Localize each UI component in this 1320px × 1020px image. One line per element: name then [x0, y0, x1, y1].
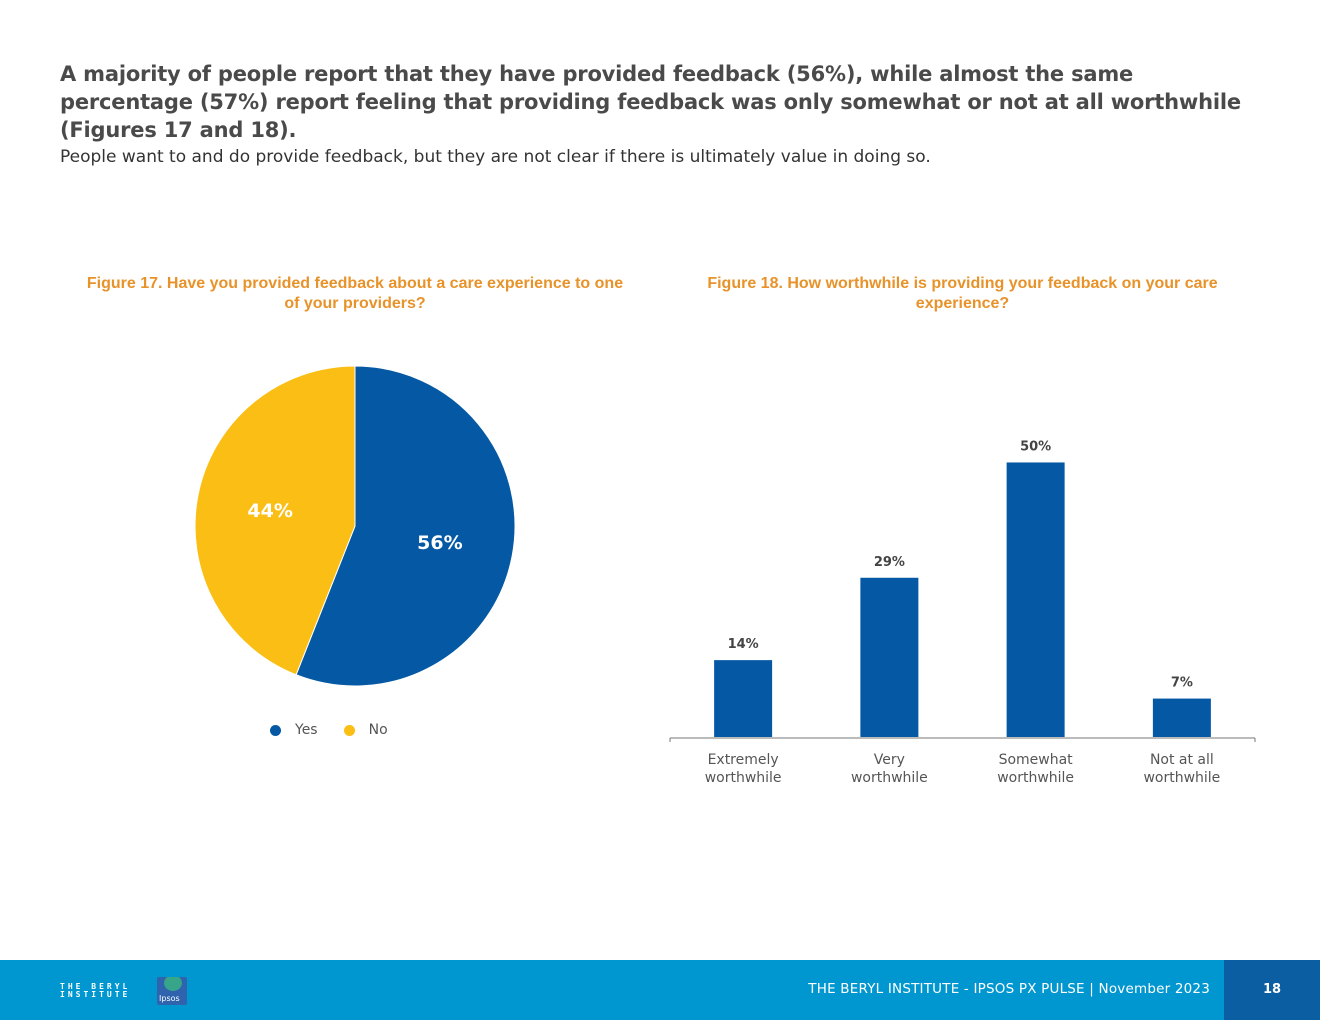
bar-somewhat-worthwhile — [1006, 462, 1065, 737]
page-subtext: People want to and do provide feedback, … — [60, 147, 931, 167]
legend-item-yes: Yes — [270, 722, 318, 738]
figure-17-title: Figure 17. Have you provided feedback ab… — [86, 275, 624, 312]
legend-item-no: No — [343, 722, 388, 738]
legend-swatch-no — [343, 724, 355, 736]
pie-slice-no — [194, 365, 356, 676]
ipsos-logo-text: Ipsos — [159, 994, 180, 1003]
page-number: 18 — [1224, 960, 1320, 1020]
legend-label-yes: Yes — [295, 722, 318, 738]
bar-extremely-worthwhile — [714, 660, 773, 737]
pie-label-yes: 56% — [417, 532, 462, 554]
bar-not-at-all-worthwhile — [1152, 698, 1211, 737]
bar-value-label-extremely-worthwhile: 14% — [728, 637, 759, 652]
category-label-somewhat-worthwhile: Somewhat worthwhile — [997, 752, 1074, 786]
bar-very-worthwhile — [860, 577, 919, 737]
category-label-extremely-worthwhile: Extremely worthwhile — [705, 752, 782, 786]
page-headline: A majority of people report that they ha… — [60, 62, 1241, 142]
bar-value-label-very-worthwhile: 29% — [874, 555, 905, 570]
ipsos-logo: Ipsos — [157, 977, 187, 1005]
category-label-not-at-all-worthwhile: Not at all worthwhile — [1143, 752, 1220, 786]
pie-legend: Yes No — [270, 722, 388, 738]
figure-18-title: Figure 18. How worthwhile is providing y… — [707, 275, 1218, 312]
footer-bar: THE BERYL INSTITUTE - IPSOS PX PULSE | N… — [0, 960, 1320, 1020]
pie-slice-yes — [295, 365, 516, 687]
category-label-very-worthwhile: Very worthwhile — [851, 752, 928, 786]
bar-value-label-not-at-all-worthwhile: 7% — [1171, 676, 1193, 691]
pie-label-no: 44% — [247, 500, 292, 522]
beryl-institute-logo: THE BERYL INSTITUTE — [60, 982, 131, 999]
footer-text: THE BERYL INSTITUTE - IPSOS PX PULSE | N… — [808, 981, 1210, 997]
bar-value-label-somewhat-worthwhile: 50% — [1020, 439, 1051, 454]
legend-label-no: No — [368, 722, 388, 738]
legend-swatch-yes — [270, 724, 281, 736]
